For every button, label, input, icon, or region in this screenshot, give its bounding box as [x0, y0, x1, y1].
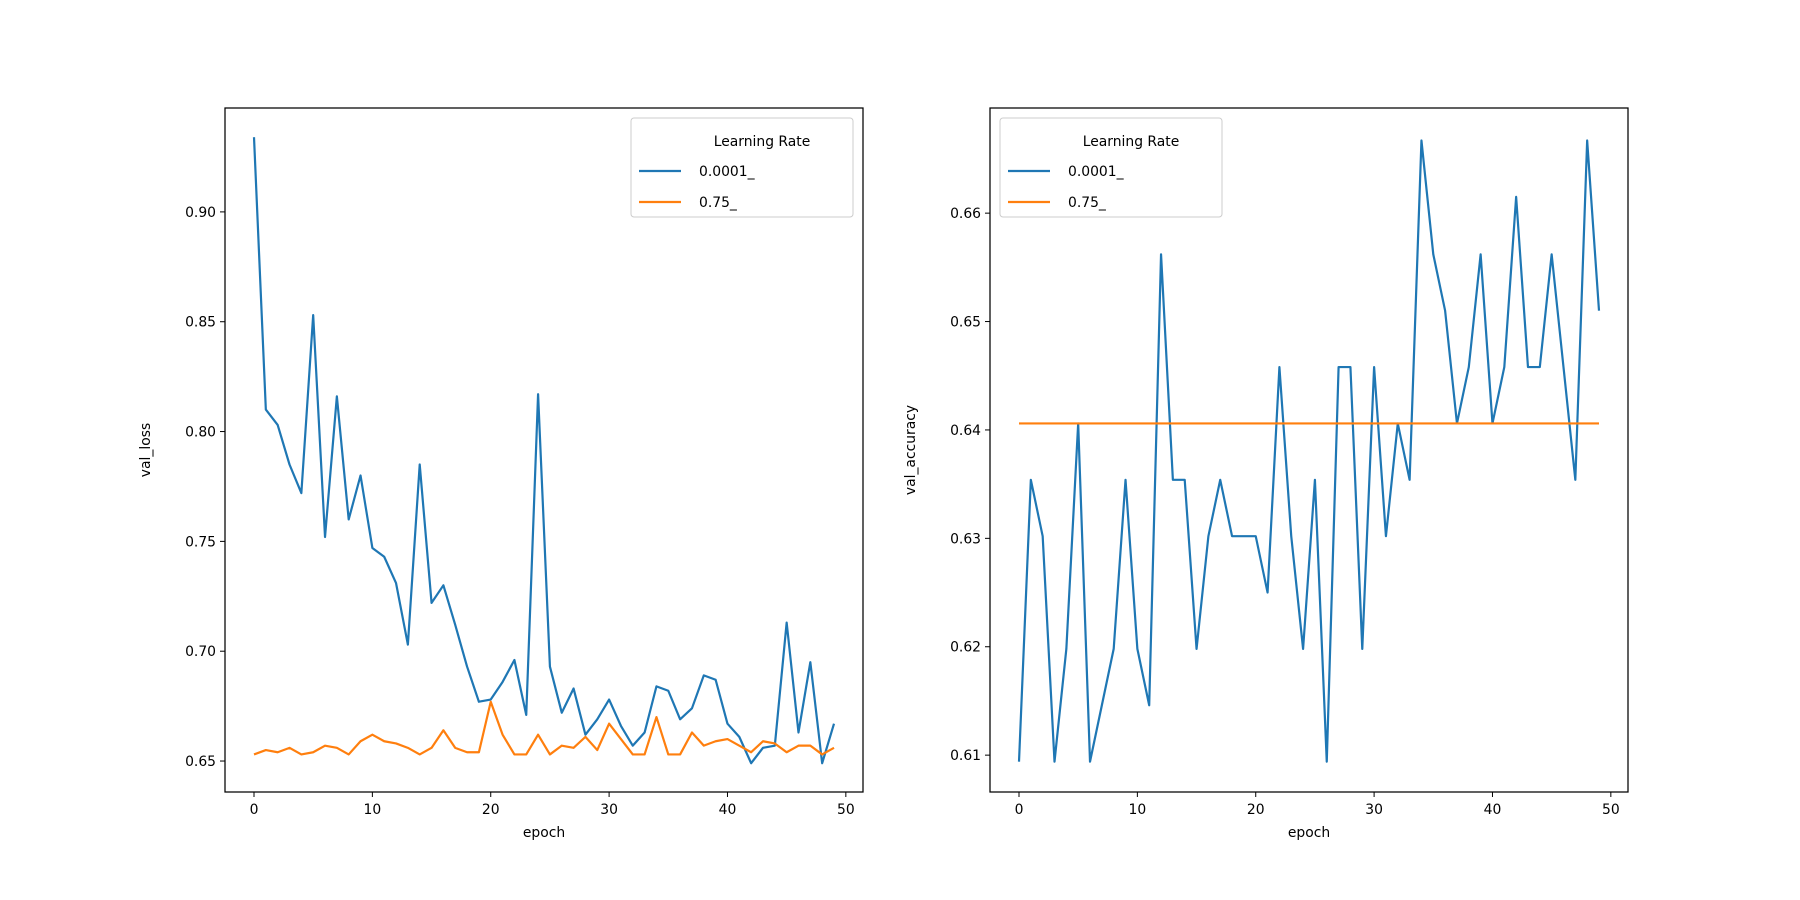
val-accuracy-ytick-label: 0.65: [950, 315, 981, 331]
val-loss-legend-title: Learning Rate: [714, 134, 811, 150]
val-accuracy-xlabel: epoch: [1288, 825, 1330, 841]
val-loss-xtick-label: 0: [250, 802, 259, 818]
val-loss-ytick-label: 0.75: [185, 534, 216, 550]
val-accuracy-ylabel: val_accuracy: [903, 405, 919, 495]
val-loss-xtick-label: 40: [719, 802, 737, 818]
val-accuracy-xtick-label: 50: [1602, 802, 1620, 818]
val-accuracy-xtick-label: 0: [1015, 802, 1024, 818]
val-loss-ytick-label: 0.70: [185, 644, 216, 660]
val-accuracy-ytick-label: 0.64: [950, 423, 981, 439]
val-accuracy-legend-label-0.0001: 0.0001_: [1068, 164, 1125, 180]
val-loss-series-line-0.75: [253, 700, 835, 756]
val-loss-xtick-label: 50: [837, 802, 855, 818]
val-loss-ytick-label: 0.80: [185, 425, 216, 441]
val-loss-ytick-label: 0.65: [185, 754, 216, 770]
val-accuracy-chart: 0 10 20 30 40 50 0.61 0.62 0.63 0.64 0.65 0.66 epoc…: [903, 107, 1629, 841]
val-accuracy-legend-title: Learning Rate: [1083, 134, 1180, 150]
val-loss-chart: 0 10 20 30 40 50 0.65 0.70 0.75 0.80 0.85 0.90 epoc…: [138, 107, 864, 841]
val-accuracy-legend: Learning Rate 0.0001_ 0.75_: [999, 117, 1223, 218]
val-accuracy-ytick-label: 0.62: [950, 640, 981, 656]
val-accuracy-xtick-label: 10: [1129, 802, 1147, 818]
val-accuracy-legend-label-0.75: 0.75_: [1068, 195, 1107, 211]
val-loss-series-line-0.0001: [252, 137, 836, 765]
val-accuracy-ytick-label: 0.63: [950, 531, 981, 547]
val-loss-axes-frame: [224, 107, 864, 793]
val-loss-xtick-label: 10: [364, 802, 382, 818]
val-loss-xtick-label: 30: [600, 802, 618, 818]
val-loss-legend-box: [630, 117, 854, 218]
val-loss-ytick-label: 0.85: [185, 315, 216, 331]
val-accuracy-ytick-label: 0.66: [950, 206, 981, 222]
val-accuracy-axes-frame: [989, 107, 1629, 793]
val-accuracy-ytick-label: 0.61: [950, 748, 981, 764]
val-loss-legend-label-0.0001: 0.0001_: [699, 164, 756, 180]
val-accuracy-xtick-label: 30: [1365, 802, 1383, 818]
val-loss-ylabel: val_loss: [138, 423, 154, 477]
val-accuracy-xtick-label: 40: [1484, 802, 1502, 818]
val-loss-legend-label-0.75: 0.75_: [699, 195, 738, 211]
val-accuracy-series-line-0.0001: [1017, 139, 1601, 763]
val-loss-legend: Learning Rate 0.0001_ 0.75_: [630, 117, 854, 218]
val-loss-xlabel: epoch: [523, 825, 565, 841]
val-loss-xtick-label: 20: [482, 802, 500, 818]
val-loss-ytick-label: 0.90: [185, 205, 216, 221]
val-accuracy-legend-box: [999, 117, 1223, 218]
val-accuracy-xtick-label: 20: [1247, 802, 1265, 818]
